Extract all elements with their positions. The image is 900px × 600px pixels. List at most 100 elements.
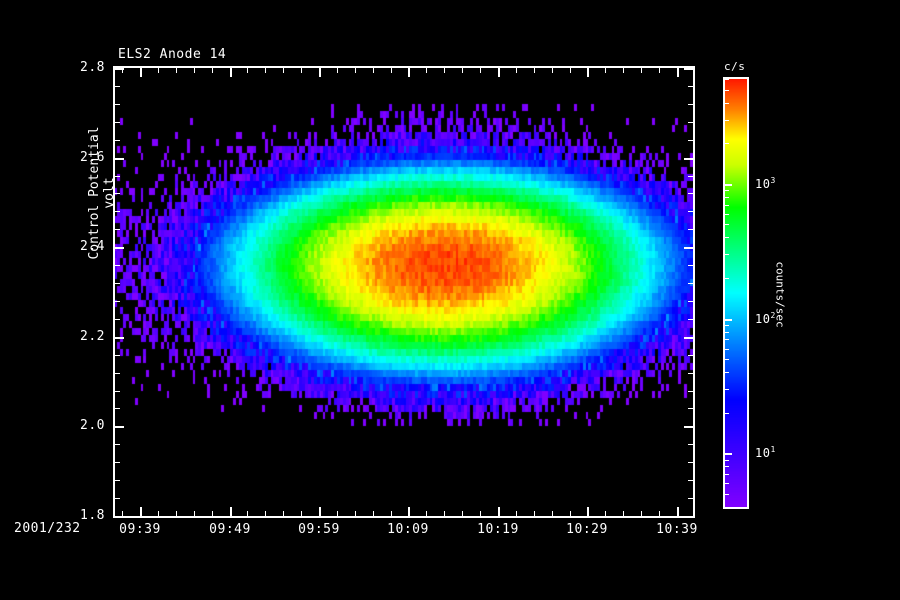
x-tick-minor <box>158 511 159 516</box>
x-tick-label: 10:19 <box>477 522 519 537</box>
y-tick-major <box>115 337 124 339</box>
y-tick-minor-right <box>688 319 693 320</box>
y-tick-minor-right <box>688 158 693 159</box>
x-tick-major-top <box>587 68 589 77</box>
x-tick-minor-top <box>587 68 588 73</box>
colorbar <box>723 77 749 509</box>
y-tick-minor-right <box>688 373 693 374</box>
colorbar-unit-label: c/s <box>724 60 746 73</box>
y-tick-minor <box>115 373 120 374</box>
y-tick-minor <box>115 229 120 230</box>
x-tick-major <box>677 507 679 516</box>
x-tick-major-top <box>408 68 410 77</box>
colorbar-tick-minor <box>725 90 729 91</box>
colorbar-tick-minor <box>725 184 729 185</box>
y-tick-minor <box>115 176 120 177</box>
y-tick-major-right <box>684 247 693 249</box>
colorbar-tick-label: 101 <box>755 445 776 460</box>
x-tick-minor-top <box>140 68 141 73</box>
colorbar-tick-minor <box>725 494 729 495</box>
colorbar-tick-minor <box>725 359 729 360</box>
x-tick-minor-top <box>122 68 123 73</box>
x-tick-minor-top <box>373 68 374 73</box>
x-tick-minor <box>641 511 642 516</box>
x-tick-major-top <box>677 68 679 77</box>
y-tick-major <box>115 247 124 249</box>
x-tick-minor-top <box>552 68 553 73</box>
y-tick-minor-right <box>688 193 693 194</box>
x-tick-minor <box>605 511 606 516</box>
colorbar-tick-minor <box>725 190 729 191</box>
x-tick-minor-top <box>194 68 195 73</box>
y-tick-minor <box>115 355 120 356</box>
x-tick-minor-top <box>641 68 642 73</box>
x-tick-major-top <box>230 68 232 77</box>
x-tick-minor-top <box>605 68 606 73</box>
x-tick-minor-top <box>480 68 481 73</box>
colorbar-tick-minor <box>725 278 729 279</box>
y-axis-title: Control Potential volt <box>87 126 117 260</box>
x-tick-minor <box>230 511 231 516</box>
x-tick-minor-top <box>570 68 571 73</box>
y-tick-minor <box>115 140 120 141</box>
colorbar-tick-major <box>725 453 732 455</box>
colorbar-tick-minor <box>725 197 729 198</box>
y-tick-label: 2.4 <box>80 239 105 254</box>
colorbar-tick-minor <box>725 224 729 225</box>
x-tick-minor-top <box>659 68 660 73</box>
y-tick-minor <box>115 211 120 212</box>
x-tick-minor <box>516 511 517 516</box>
x-tick-minor <box>426 511 427 516</box>
y-tick-major <box>115 426 124 428</box>
x-tick-minor-top <box>426 68 427 73</box>
plot-area <box>113 66 695 518</box>
y-tick-minor-right <box>688 104 693 105</box>
y-tick-major-right <box>684 68 693 70</box>
y-tick-minor-right <box>688 283 693 284</box>
x-tick-major <box>140 507 142 516</box>
x-tick-label: 10:09 <box>387 522 429 537</box>
y-tick-minor <box>115 498 120 499</box>
colorbar-tick-minor <box>725 339 729 340</box>
x-tick-minor-top <box>462 68 463 73</box>
y-tick-minor-right <box>688 122 693 123</box>
colorbar-tick-minor <box>725 474 729 475</box>
x-tick-minor <box>587 511 588 516</box>
x-tick-major <box>408 507 410 516</box>
y-tick-major-right <box>684 516 693 518</box>
colorbar-tick-minor <box>725 79 729 80</box>
y-tick-label: 2.8 <box>80 60 105 75</box>
x-tick-label: 09:49 <box>209 522 251 537</box>
x-tick-minor <box>462 511 463 516</box>
x-tick-major-top <box>319 68 321 77</box>
y-tick-minor-right <box>688 176 693 177</box>
x-tick-minor <box>265 511 266 516</box>
x-tick-major <box>319 507 321 516</box>
y-tick-minor-right <box>688 247 693 248</box>
x-tick-minor <box>391 511 392 516</box>
x-tick-minor <box>194 511 195 516</box>
y-tick-minor-right <box>688 301 693 302</box>
y-tick-minor-right <box>688 86 693 87</box>
colorbar-tick-minor <box>725 413 729 414</box>
colorbar-tick-minor <box>725 372 729 373</box>
x-tick-minor <box>408 511 409 516</box>
colorbar-tick-minor <box>725 389 729 390</box>
x-tick-minor <box>570 511 571 516</box>
y-tick-minor <box>115 86 120 87</box>
y-tick-minor-right <box>688 498 693 499</box>
x-tick-minor-top <box>355 68 356 73</box>
x-tick-minor <box>176 511 177 516</box>
colorbar-tick-minor <box>725 466 729 467</box>
colorbar-axis-title: counts/sec <box>773 261 787 328</box>
x-tick-minor-top <box>337 68 338 73</box>
y-tick-major-right <box>684 426 693 428</box>
x-tick-minor <box>373 511 374 516</box>
x-tick-minor-top <box>677 68 678 73</box>
x-tick-minor <box>212 511 213 516</box>
x-tick-minor <box>623 511 624 516</box>
y-tick-minor-right <box>688 337 693 338</box>
colorbar-tick-minor <box>725 237 729 238</box>
x-tick-label: 09:39 <box>119 522 161 537</box>
y-tick-minor <box>115 104 120 105</box>
